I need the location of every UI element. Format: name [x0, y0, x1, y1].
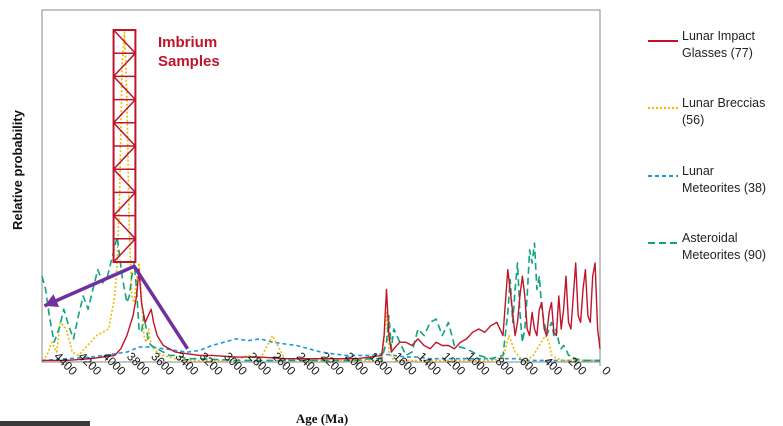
legend-label-asteroidal-meteorites: Asteroidal Meteorites (90) — [682, 230, 782, 264]
legend-swatch-lunar-meteorites — [648, 175, 678, 177]
x-tick-label: 2400 — [294, 349, 323, 378]
plot-frame — [41, 9, 601, 363]
legend-swatch-breccias — [648, 107, 678, 109]
legend: Lunar Impact Glasses (77) Lunar Breccias… — [640, 0, 783, 426]
legend-label-breccias: Lunar Breccias (56) — [682, 95, 782, 129]
y-axis-label: Relative probability — [10, 109, 25, 230]
series-layer — [41, 31, 601, 362]
x-tick-label: 2200 — [318, 349, 347, 378]
series-line-lunar-meteorites-38 — [41, 338, 600, 362]
legend-item-impact-glasses: Lunar Impact Glasses (77) — [640, 28, 783, 88]
x-tick-label: 1200 — [439, 349, 468, 378]
legend-item-asteroidal-meteorites: Asteroidal Meteorites (90) — [640, 230, 783, 290]
imbrium-label-line1: Imbrium — [158, 34, 217, 51]
legend-label-line2: Meteorites (38) — [682, 181, 767, 195]
arrow-line — [43, 264, 190, 350]
bottom-strip — [0, 421, 90, 426]
series-line-asteroidal-meteorites-90 — [41, 235, 600, 362]
x-tick-label: 3200 — [197, 349, 226, 378]
x-tick-label: 1800 — [367, 349, 396, 378]
arrow-head — [44, 294, 60, 308]
legend-label-line2: Meteorites (90) — [682, 248, 767, 262]
x-tick-label: 3000 — [221, 349, 250, 378]
x-axis-label: Age (Ma) — [296, 411, 348, 426]
x-tick-label: 3400 — [173, 349, 202, 378]
x-tick-label: 1000 — [464, 349, 493, 378]
legend-label-line1: Asteroidal — [682, 231, 738, 245]
x-tick-label: 3600 — [148, 349, 177, 378]
x-tick-label: 0 — [599, 363, 614, 378]
x-tick-label: 200 — [565, 354, 589, 378]
legend-label-impact-glasses: Lunar Impact Glasses (77) — [682, 28, 782, 62]
x-tick-label: 4000 — [100, 349, 129, 378]
x-tick-label: 1600 — [391, 349, 420, 378]
legend-label-line2: Glasses (77) — [682, 46, 753, 60]
series-line-lunar-breccias-56 — [41, 31, 600, 362]
legend-item-breccias: Lunar Breccias (56) — [640, 95, 783, 155]
x-tick-label: 1400 — [415, 349, 444, 378]
legend-label-lunar-meteorites: Lunar Meteorites (38) — [682, 163, 782, 197]
legend-label-line1: Lunar — [682, 164, 714, 178]
imbrium-label-line2: Samples — [158, 53, 220, 70]
series-line-lunar-impact-glasses-77 — [42, 262, 601, 362]
x-tick-label: 3800 — [124, 349, 153, 378]
legend-label-line1: Lunar Impact — [682, 29, 755, 43]
x-tick-label: 2600 — [270, 349, 299, 378]
legend-item-lunar-meteorites: Lunar Meteorites (38) — [640, 163, 783, 223]
x-tick-label: 4200 — [76, 349, 105, 378]
x-tick-label: 2000 — [342, 349, 371, 378]
x-tick-layer: 4400420040003800360034003200300028002600… — [51, 349, 614, 378]
x-tick-label: 4400 — [51, 349, 80, 378]
x-tick-label: 400 — [541, 354, 565, 378]
legend-label-line2: (56) — [682, 113, 705, 127]
x-tick-label: 2800 — [245, 349, 274, 378]
annotation-layer: Imbrium Samples — [43, 29, 220, 350]
legend-swatch-impact-glasses — [648, 40, 678, 42]
legend-swatch-asteroidal-meteorites — [648, 242, 678, 244]
legend-label-line1: Lunar Breccias — [682, 96, 766, 110]
